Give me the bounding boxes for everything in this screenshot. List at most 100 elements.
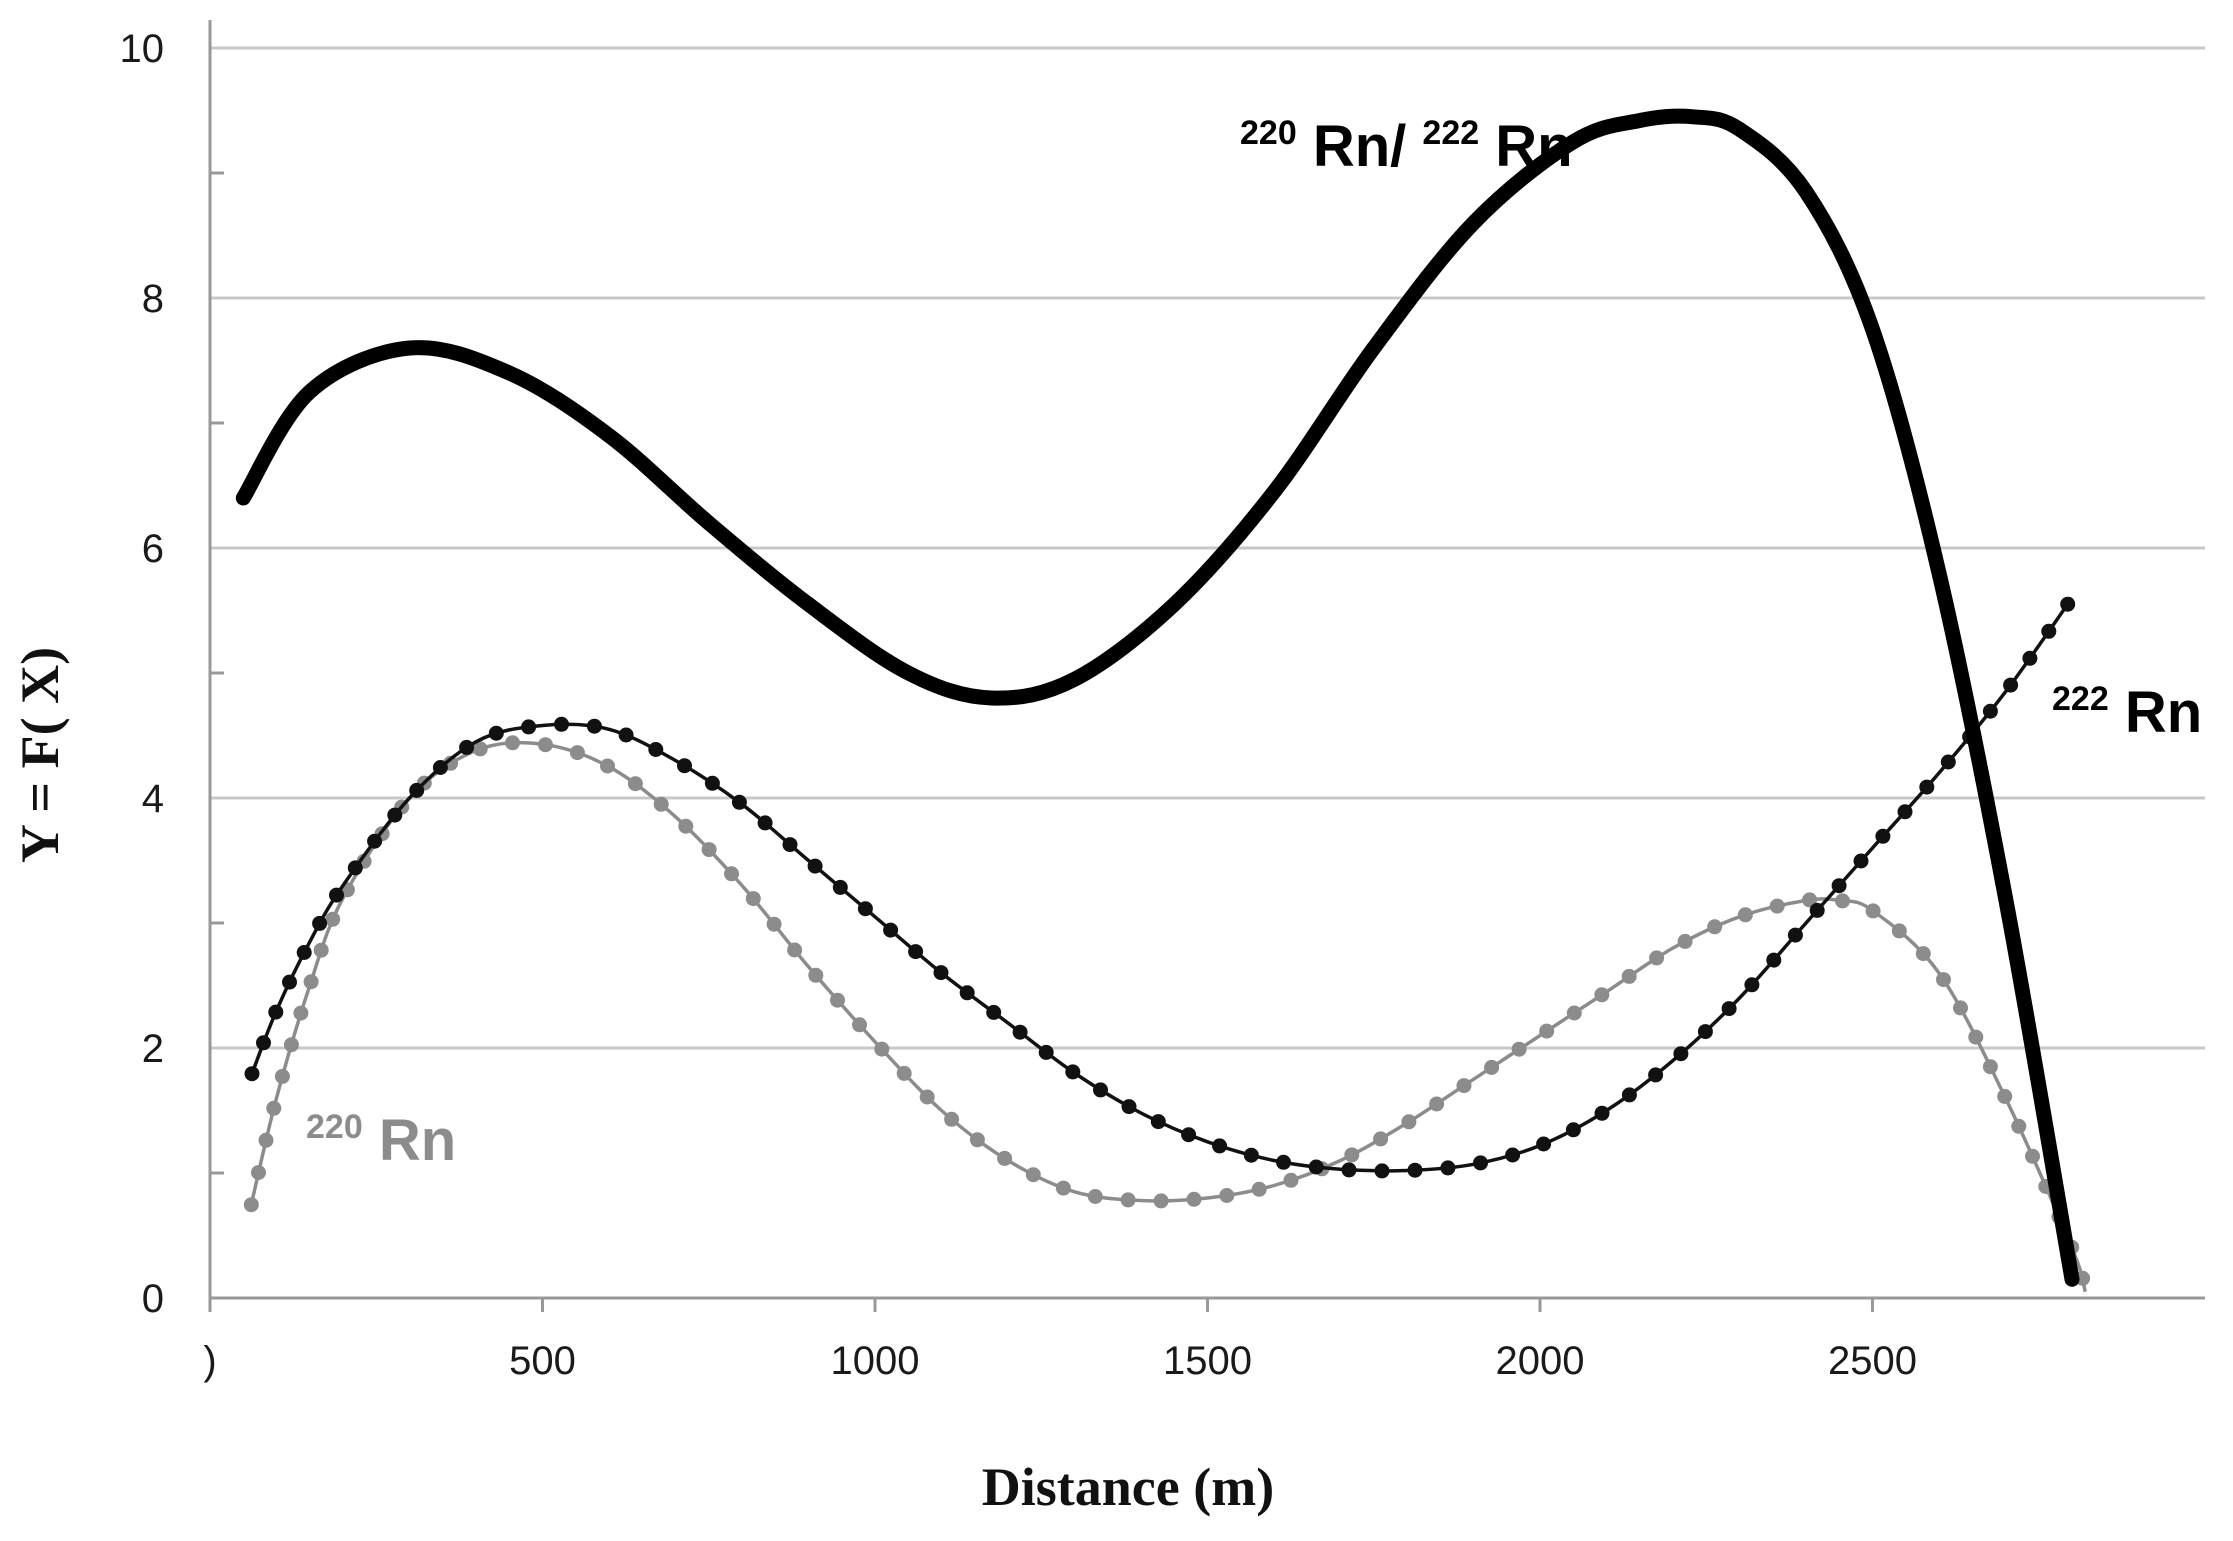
series-marker-rn222-50: [1565, 1122, 1581, 1138]
series-marker-rn220-17: [505, 735, 520, 751]
series-line-ratio: [235, 108, 2080, 1287]
series-marker-rn220-24: [701, 842, 717, 858]
series-marker-rn222-61: [1831, 878, 1847, 894]
series-220Rn: [243, 735, 2091, 1293]
series-marker-rn220-34: [919, 1089, 935, 1105]
series-label-rn222: 222 Rn: [2052, 658, 2202, 745]
series-label-rn220-sup: 220: [306, 1108, 363, 1146]
series-marker-rn222-21: [731, 794, 747, 810]
series-marker-rn220-68: [1915, 946, 1931, 962]
series-marker-rn220-44: [1219, 1188, 1235, 1203]
series-marker-rn222-51: [1594, 1105, 1610, 1121]
series-marker-rn220-35: [944, 1111, 960, 1127]
x-tick-label-1500: 1500: [1163, 1339, 1252, 1383]
series-marker-rn220-7: [303, 974, 319, 990]
series-marker-rn220-67: [1891, 923, 1907, 939]
series-marker-rn222-29: [933, 965, 949, 981]
series-marker-rn222-36: [1121, 1099, 1137, 1115]
series-marker-rn220-66: [1865, 903, 1881, 919]
series-marker-rn222-16: [586, 718, 602, 734]
series-marker-rn222-42: [1308, 1159, 1324, 1175]
series-marker-rn220-22: [653, 796, 669, 812]
series-label-ratio-base2: Rn: [1495, 114, 1572, 179]
series-label-ratio-sup2: 222: [1422, 114, 1479, 152]
series-marker-rn222-4: [296, 945, 312, 960]
series-marker-rn220-61: [1707, 919, 1723, 935]
series-marker-rn222-32: [1012, 1024, 1028, 1040]
x-tick-label-2500: 2500: [1828, 1339, 1917, 1383]
y-tick-label-8: 8: [142, 277, 164, 321]
series-marker-rn222-40: [1243, 1147, 1259, 1163]
series-label-rn220: 220 Rn: [306, 1086, 456, 1173]
series-marker-rn220-27: [766, 916, 782, 932]
series-marker-rn222-53: [1648, 1067, 1664, 1083]
series-marker-rn222-66: [1940, 754, 1956, 770]
series-marker-rn220-46: [1283, 1172, 1299, 1188]
series-marker-rn220-73: [1997, 1088, 2013, 1104]
series-marker-rn222-58: [1766, 952, 1782, 968]
series-marker-rn222-18: [648, 742, 664, 757]
series-marker-rn220-58: [1621, 968, 1637, 984]
series-marker-rn222-22: [757, 815, 773, 831]
series-marker-rn220-39: [1055, 1180, 1071, 1196]
series-label-rn220-base: Rn: [379, 1108, 456, 1173]
series-marker-rn220-26: [745, 891, 761, 907]
series-marker-rn220-60: [1677, 933, 1693, 949]
y-tick-label-2: 2: [142, 1027, 164, 1071]
series-marker-rn222-17: [618, 727, 634, 743]
series-marker-rn222-11: [432, 760, 448, 775]
series-marker-rn220-45: [1251, 1181, 1267, 1197]
series-marker-rn222-48: [1505, 1147, 1521, 1163]
series-marker-rn222-33: [1038, 1044, 1054, 1060]
series-marker-rn222-31: [986, 1004, 1002, 1020]
series-marker-rn222-35: [1093, 1082, 1108, 1098]
x-tick-label-0: ): [203, 1339, 216, 1383]
series-marker-rn222-6: [329, 887, 344, 903]
y-axis-ticks: 0 2 4 6 8 10: [120, 27, 165, 1321]
series-marker-rn220-53: [1484, 1059, 1500, 1075]
series-220Rn-222Rn: [235, 108, 2080, 1287]
series-marker-rn222-69: [2003, 677, 2019, 693]
series-marker-rn222-49: [1536, 1136, 1552, 1152]
series-marker-rn222-38: [1181, 1127, 1197, 1143]
series-marker-rn222-23: [782, 837, 798, 853]
series-marker-rn222-59: [1787, 927, 1803, 943]
series-marker-rn222-25: [832, 879, 848, 895]
series-marker-rn222-7: [347, 860, 363, 876]
series-label-rn222-base: Rn: [2125, 680, 2202, 745]
series-marker-rn222-30: [959, 985, 975, 1001]
series-marker-rn220-75: [2025, 1148, 2040, 1164]
series-222Rn: [244, 596, 2076, 1179]
y-tick-label-10: 10: [120, 27, 165, 71]
gridlines: [210, 46, 2205, 1050]
series-label-ratio-base: Rn/: [1313, 114, 1406, 179]
series-marker-rn222-56: [1721, 1001, 1737, 1017]
series-marker-rn220-48: [1344, 1147, 1360, 1163]
series-marker-rn220-49: [1373, 1131, 1389, 1147]
series-marker-rn222-65: [1919, 779, 1935, 795]
series-marker-rn220-23: [678, 818, 694, 834]
series-marker-rn220-59: [1649, 950, 1665, 966]
series-marker-rn220-41: [1120, 1192, 1136, 1208]
x-axis-ticks: ) 500 1000 1500 2000 2500: [203, 1298, 1917, 1383]
series-marker-rn222-27: [883, 922, 899, 938]
series-marker-rn222-60: [1809, 902, 1825, 918]
series-marker-rn220-74: [2011, 1118, 2027, 1134]
x-tick-label-500: 500: [509, 1339, 576, 1383]
series-marker-rn222-70: [2022, 650, 2038, 666]
series-marker-rn222-13: [488, 725, 504, 741]
x-tick-label-2000: 2000: [1496, 1339, 1585, 1383]
series-marker-rn222-0: [244, 1066, 260, 1082]
series-marker-rn222-62: [1853, 853, 1869, 869]
series-marker-rn220-5: [283, 1037, 299, 1053]
series-marker-rn222-3: [282, 974, 297, 990]
series-marker-rn222-14: [521, 719, 537, 735]
series-marker-rn220-30: [830, 992, 845, 1008]
series-marker-rn220-33: [896, 1065, 912, 1081]
series-marker-rn222-15: [554, 716, 569, 732]
series-marker-rn220-55: [1539, 1023, 1555, 1039]
series-marker-rn222-54: [1673, 1046, 1689, 1062]
series-marker-rn220-63: [1769, 898, 1785, 914]
y-tick-label-6: 6: [142, 527, 164, 571]
